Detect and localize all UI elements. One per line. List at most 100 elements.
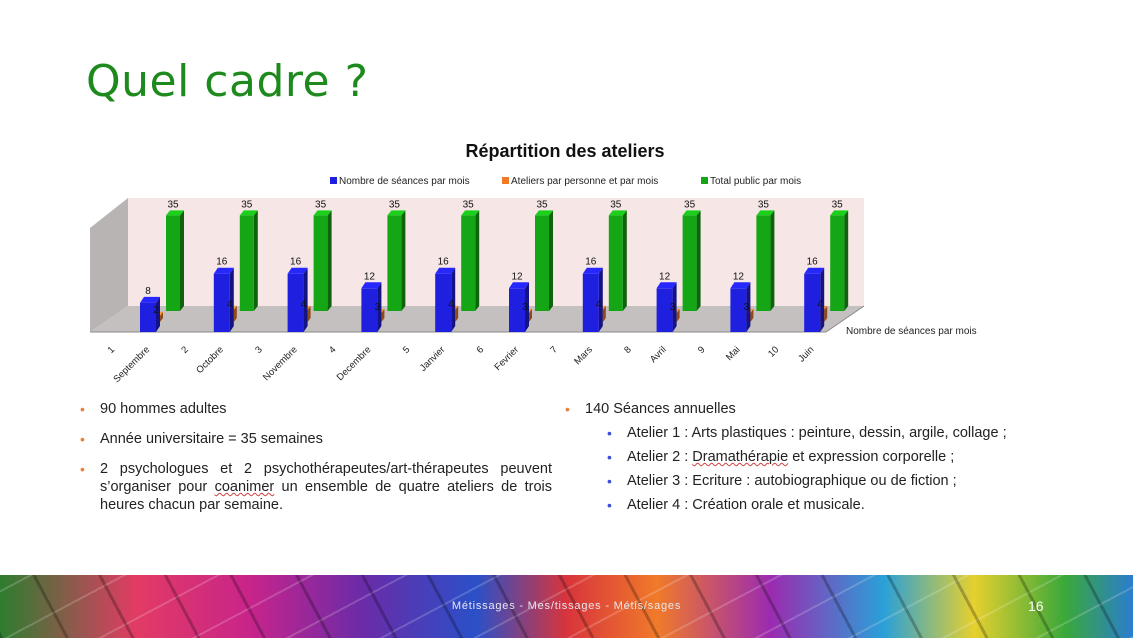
bar-1-2 <box>213 267 234 332</box>
bar-side <box>475 210 480 311</box>
bar-front <box>213 273 230 332</box>
bar-side <box>156 296 160 332</box>
bar-1-7 <box>582 267 603 332</box>
bar-top <box>213 267 234 274</box>
bullet-equipe-text-b: un ensemble de quatre ateliers de trois … <box>100 479 552 513</box>
data-label-1-3: 16 <box>290 257 302 268</box>
data-label-2-1: 2 <box>153 305 159 316</box>
bar-3-9 <box>756 210 775 311</box>
bar-front <box>804 273 821 332</box>
chart-data-labels: 35 28 35 4 16 35 4 16 35 3 12 35 4 16 35 3 12 35 4 16 35 3 12 3… <box>145 199 843 316</box>
x-number-9: 9 <box>696 344 708 356</box>
bar-front <box>756 215 771 311</box>
bar-1-3 <box>287 267 308 332</box>
atelier-4: Atelier 4 : Création orale et musicale. <box>607 496 1085 514</box>
chart-title: Répartition des ateliers <box>465 141 664 161</box>
legend-label-1: Nombre de séances par mois <box>339 176 470 187</box>
bar-top <box>830 210 849 216</box>
bar-top <box>287 267 308 274</box>
atelier-2-prefix: Atelier 2 : <box>627 449 693 465</box>
data-label-2-2: 4 <box>227 299 233 310</box>
bar-top <box>166 210 184 216</box>
bar-top <box>756 210 775 216</box>
bar-front <box>140 302 156 332</box>
bar-front <box>387 215 402 311</box>
data-label-3-3: 35 <box>315 199 327 210</box>
x-category-8: Avril <box>648 344 669 365</box>
bar-side <box>529 308 532 322</box>
x-category-9: Mai <box>724 344 743 363</box>
data-label-3-10: 35 <box>832 199 844 210</box>
bar-side <box>180 210 184 311</box>
x-number-1: 1 <box>106 344 118 356</box>
data-label-1-4: 12 <box>364 271 376 282</box>
bar-side <box>602 305 606 322</box>
data-label-3-7: 35 <box>610 199 622 210</box>
x-number-2: 2 <box>179 344 191 356</box>
data-label-1-6: 12 <box>511 271 523 282</box>
bar-top <box>435 267 456 274</box>
bar-side <box>307 305 311 322</box>
data-label-1-7: 16 <box>585 257 597 268</box>
bar-front <box>239 215 254 311</box>
data-label-3-6: 35 <box>536 199 548 210</box>
bullet-annee: Année universitaire = 35 semaines <box>80 430 552 448</box>
legend-swatch-3 <box>701 177 708 184</box>
bar-top <box>535 210 553 216</box>
bar-front <box>509 288 525 332</box>
bar-side <box>844 210 849 311</box>
data-label-1-1: 8 <box>145 286 151 297</box>
x-category-3: Novembre <box>261 344 300 383</box>
bar-side <box>303 267 308 332</box>
bar-side <box>525 282 529 332</box>
bar-3-4 <box>387 210 406 311</box>
atelier-2-flagged-word: Dramathérapie <box>692 449 789 465</box>
back-wall <box>128 198 864 306</box>
atelier-2-suffix: et expression corporelle ; <box>788 449 955 465</box>
bar-side <box>455 305 459 322</box>
bar-front <box>435 273 452 332</box>
data-label-2-6: 3 <box>522 302 528 313</box>
bullet-seances: 140 Séances annuelles Atelier 1 : Arts p… <box>565 400 1085 514</box>
atelier-3: Atelier 3 : Ecriture : autobiographique … <box>607 472 1085 490</box>
bar-side <box>233 305 237 322</box>
bullet-equipe-text-a: 2 psychologues et 2 psychothérapeutes/ar… <box>100 461 552 495</box>
bar-side <box>824 305 828 322</box>
x-category-10: Juin <box>796 344 816 364</box>
bar-top <box>313 210 332 216</box>
bar-side <box>160 311 163 322</box>
atelier-1: Atelier 1 : Arts plastiques : peinture, … <box>607 424 1085 442</box>
bar-top <box>387 210 406 216</box>
bar-front <box>287 273 304 332</box>
x-number-10: 10 <box>766 344 781 359</box>
bar-front <box>730 288 747 332</box>
data-label-2-9: 3 <box>744 302 750 313</box>
bar-side <box>820 267 825 332</box>
bar-top <box>656 282 677 289</box>
bar-side <box>549 210 553 311</box>
data-label-2-4: 3 <box>375 302 381 313</box>
x-number-3: 3 <box>253 344 265 356</box>
data-label-2-8: 3 <box>670 302 676 313</box>
x-category-5: Janvier <box>418 344 447 373</box>
data-label-1-9: 12 <box>733 271 745 282</box>
bar-side <box>676 308 680 322</box>
bar-side <box>253 210 258 311</box>
x-category-7: Mars <box>572 344 595 367</box>
page-number: 16 <box>1028 598 1044 614</box>
bar-1-8 <box>656 282 677 332</box>
bar-side <box>381 308 385 322</box>
data-label-1-2: 16 <box>216 257 228 268</box>
bar-3-6 <box>535 210 553 311</box>
legend-swatch-1 <box>330 177 337 184</box>
bar-3-2 <box>239 210 258 311</box>
bar-top <box>461 210 480 216</box>
bar-3-8 <box>682 210 701 311</box>
bar-front <box>461 215 476 311</box>
bar-side <box>327 210 332 311</box>
data-label-3-9: 35 <box>758 199 770 210</box>
bar-side <box>672 282 677 332</box>
bar-top <box>582 267 603 274</box>
data-label-1-8: 12 <box>659 271 671 282</box>
